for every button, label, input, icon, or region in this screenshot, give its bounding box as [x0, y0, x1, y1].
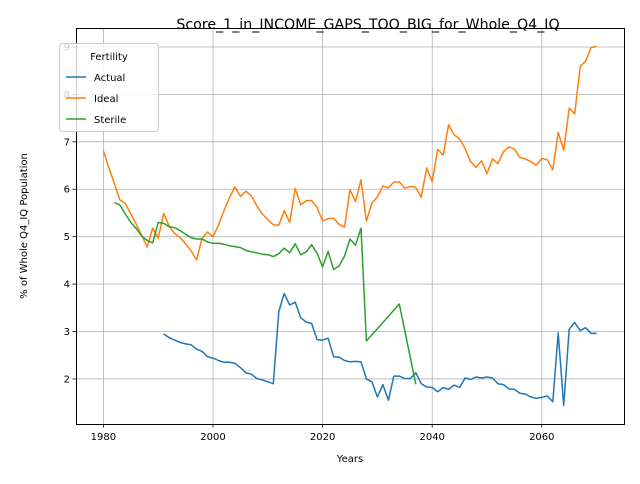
series-line-sterile — [114, 201, 417, 385]
y-tick-label: 5 — [64, 232, 70, 243]
y-axis-label: % of Whole Q4_IQ Population — [19, 153, 30, 299]
legend: Fertility Actual Ideal Sterile — [59, 43, 159, 132]
x-tick-label: 2040 — [419, 432, 444, 443]
legend-label-ideal: Ideal — [94, 94, 118, 105]
legend-title: Fertility — [90, 52, 128, 63]
x-tick-label: 2000 — [200, 432, 225, 443]
y-tick-label: 2 — [64, 374, 70, 385]
series-layer — [102, 45, 597, 407]
y-tick-label: 4 — [64, 280, 70, 291]
plot-frame — [76, 28, 625, 425]
legend-entries: Actual Ideal Sterile — [66, 73, 126, 126]
chart-title: Score_1_in_INCOME_GAPS_TOO_BIG_for_Whole… — [176, 17, 559, 33]
y-tick-label: 7 — [64, 137, 70, 148]
x-axis-label: Years — [336, 454, 363, 465]
y-tick-label: 6 — [64, 185, 70, 196]
y-tick-label: 3 — [64, 327, 70, 338]
series-line-ideal — [102, 45, 597, 261]
x-tick-label: 2060 — [529, 432, 554, 443]
legend-label-sterile: Sterile — [94, 115, 126, 126]
legend-label-actual: Actual — [94, 73, 125, 84]
x-tick-label: 1980 — [91, 432, 116, 443]
series-line-actual — [163, 292, 597, 407]
legend-box — [59, 43, 159, 132]
x-tick-label: 2020 — [310, 432, 335, 443]
